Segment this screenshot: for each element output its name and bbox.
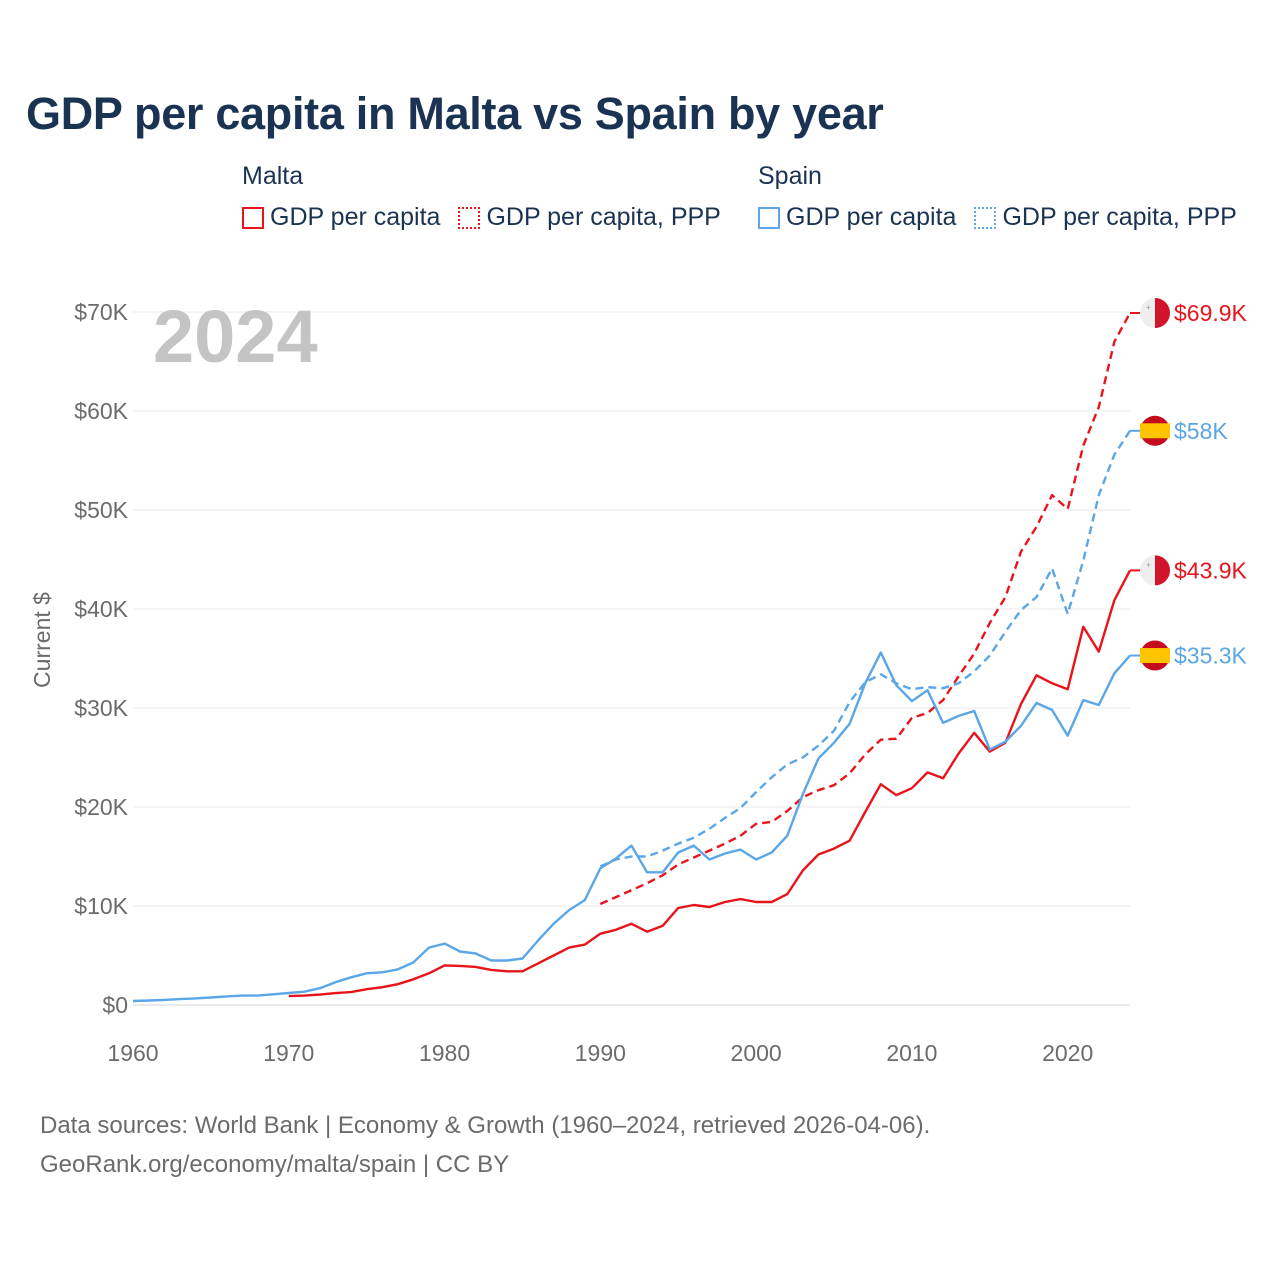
- end-value-label: $58K: [1174, 418, 1228, 444]
- series-line-2: [288, 569, 1132, 998]
- spain-flag-icon: [1140, 640, 1170, 671]
- legend-malta-ppp-label: GDP per capita, PPP: [486, 203, 721, 231]
- legend-malta-gdp-label: GDP per capita: [270, 203, 441, 231]
- x-tick-label: 2020: [1042, 1040, 1093, 1066]
- series-line-3: [132, 651, 1131, 1003]
- y-tick-label: $30K: [74, 695, 128, 721]
- legend-malta-heading: Malta: [242, 162, 304, 190]
- legend-spain-ppp[interactable]: GDP per capita, PPP: [974, 203, 1237, 232]
- legend-malta-gdp-swatch: [242, 206, 264, 229]
- legend-spain-gdp[interactable]: GDP per capita: [758, 203, 956, 232]
- y-tick-label: $50K: [74, 497, 128, 523]
- chart-plot: $0 $10K $20K $30K $40K $50K $60K $70K 1960 1970 19…: [29, 295, 1248, 1066]
- legend-malta-ppp[interactable]: GDP per capita, PPP: [458, 203, 721, 232]
- malta-flag-icon: +: [1140, 297, 1171, 328]
- legend-spain-gdp-swatch: [758, 206, 780, 229]
- x-tick-label: 2000: [731, 1040, 782, 1066]
- legend-spain-ppp-label: GDP per capita, PPP: [1002, 203, 1237, 231]
- y-tick-label: $10K: [74, 893, 128, 919]
- year-label: 2024: [153, 295, 318, 378]
- end-value-label: $43.9K: [1174, 557, 1248, 583]
- malta-flag-icon: +: [1140, 555, 1171, 586]
- footer-link[interactable]: GeoRank.org/economy/malta/spain | CC BY: [40, 1151, 510, 1178]
- y-tick-label: $0: [102, 992, 128, 1018]
- legend-malta: Malta GDP per capita GDP per capita, PPP: [242, 162, 739, 232]
- x-tick-label: 1960: [107, 1040, 158, 1066]
- x-tick-label: 1970: [263, 1040, 314, 1066]
- legend-spain-ppp-swatch: [974, 206, 997, 229]
- spain-flag-icon: [1140, 415, 1170, 446]
- legend-malta-gdp[interactable]: GDP per capita: [242, 203, 440, 232]
- svg-text:+: +: [1146, 303, 1151, 312]
- y-axis-label: Current $: [29, 592, 55, 688]
- x-tick-label: 1990: [575, 1040, 626, 1066]
- y-tick-label: $60K: [74, 398, 128, 424]
- series-line-1: [599, 430, 1132, 868]
- footer: Data sources: World Bank | Economy & Gro…: [40, 1106, 930, 1184]
- end-value-label: $35.3K: [1174, 643, 1248, 669]
- y-tick-label: $20K: [74, 794, 128, 820]
- x-tick-label: 1980: [419, 1040, 470, 1066]
- y-tick-label: $70K: [74, 299, 128, 325]
- series-line-0: [599, 312, 1132, 906]
- legend-spain: Spain GDP per capita GDP per capita, PPP: [758, 162, 1255, 232]
- x-tick-label: 2010: [886, 1040, 937, 1066]
- legend-malta-ppp-swatch: [458, 206, 481, 229]
- end-value-label: $69.9K: [1174, 300, 1248, 326]
- legend-spain-heading: Spain: [758, 162, 822, 190]
- y-tick-label: $40K: [74, 596, 128, 622]
- legend-spain-gdp-label: GDP per capita: [786, 203, 957, 231]
- chart-title: GDP per capita in Malta vs Spain by year: [26, 88, 884, 139]
- footer-sources: Data sources: World Bank | Economy & Gro…: [40, 1112, 931, 1139]
- svg-text:+: +: [1146, 560, 1151, 569]
